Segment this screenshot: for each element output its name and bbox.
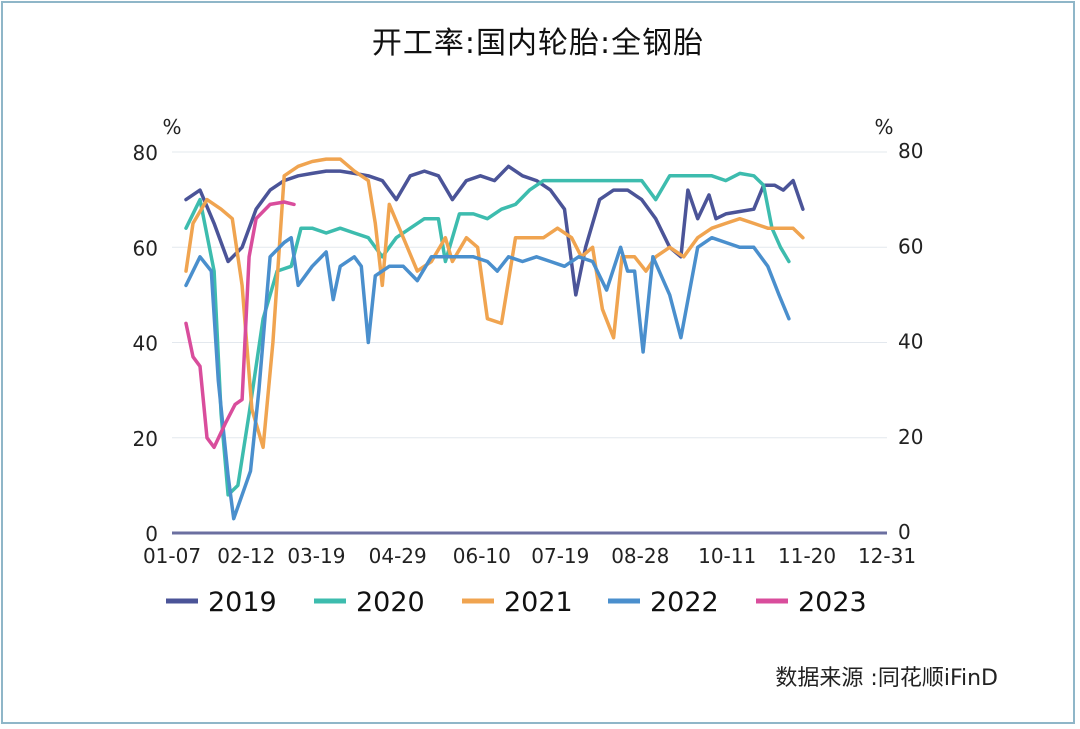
- axes: 0 0 20 20 40 40 60 60 80 80% % 01-07 02-12 03-19 04-29…: [133, 115, 924, 568]
- y-tick-label-right: 0: [898, 520, 911, 544]
- y-tick-label-right: 80: [898, 139, 923, 163]
- y-tick-label-left: 60: [133, 236, 158, 260]
- data-source: 数据来源 :同花顺iFinD: [775, 666, 998, 691]
- y-tick-label-left: 0: [145, 522, 158, 546]
- y-tick-label-left: 80: [133, 141, 158, 165]
- x-tick-label: 11-20: [778, 544, 836, 568]
- series-line-2022: [184, 235, 791, 521]
- legend-label-2021: 2021: [504, 587, 573, 618]
- series-line-2020: [184, 171, 791, 497]
- y-unit-right: %: [874, 115, 893, 139]
- legend-label-2023: 2023: [798, 587, 867, 618]
- series-lines: [184, 157, 805, 521]
- x-tick-label: 06-10: [453, 544, 511, 568]
- series-line-2021: [184, 157, 805, 450]
- x-tick-label: 03-19: [287, 544, 345, 568]
- x-tick-label: 04-29: [369, 544, 427, 568]
- series-line-2023: [184, 200, 296, 450]
- y-tick-label-right: 40: [898, 330, 923, 354]
- x-tick-label: 12-31: [858, 544, 916, 568]
- y-unit-left: %: [162, 115, 181, 139]
- legend: 2019 2020 2021 2022 2023: [166, 587, 867, 618]
- legend-label-2019: 2019: [208, 587, 277, 618]
- y-tick-label-right: 20: [898, 425, 923, 449]
- series-line-2019: [184, 164, 805, 297]
- x-tick-label: 08-28: [611, 544, 669, 568]
- legend-label-2022: 2022: [650, 587, 719, 618]
- chart-title: 开工率:国内轮胎:全钢胎: [371, 26, 705, 61]
- y-tick-label-left: 40: [133, 332, 158, 356]
- x-tick-label: 07-19: [531, 544, 589, 568]
- x-tick-label: 10-11: [698, 544, 756, 568]
- y-tick-label-right: 60: [898, 234, 923, 258]
- legend-label-2020: 2020: [356, 587, 425, 618]
- y-tick-label-left: 20: [133, 427, 158, 451]
- x-tick-label: 01-07: [143, 544, 201, 568]
- x-tick-label: 02-12: [217, 544, 275, 568]
